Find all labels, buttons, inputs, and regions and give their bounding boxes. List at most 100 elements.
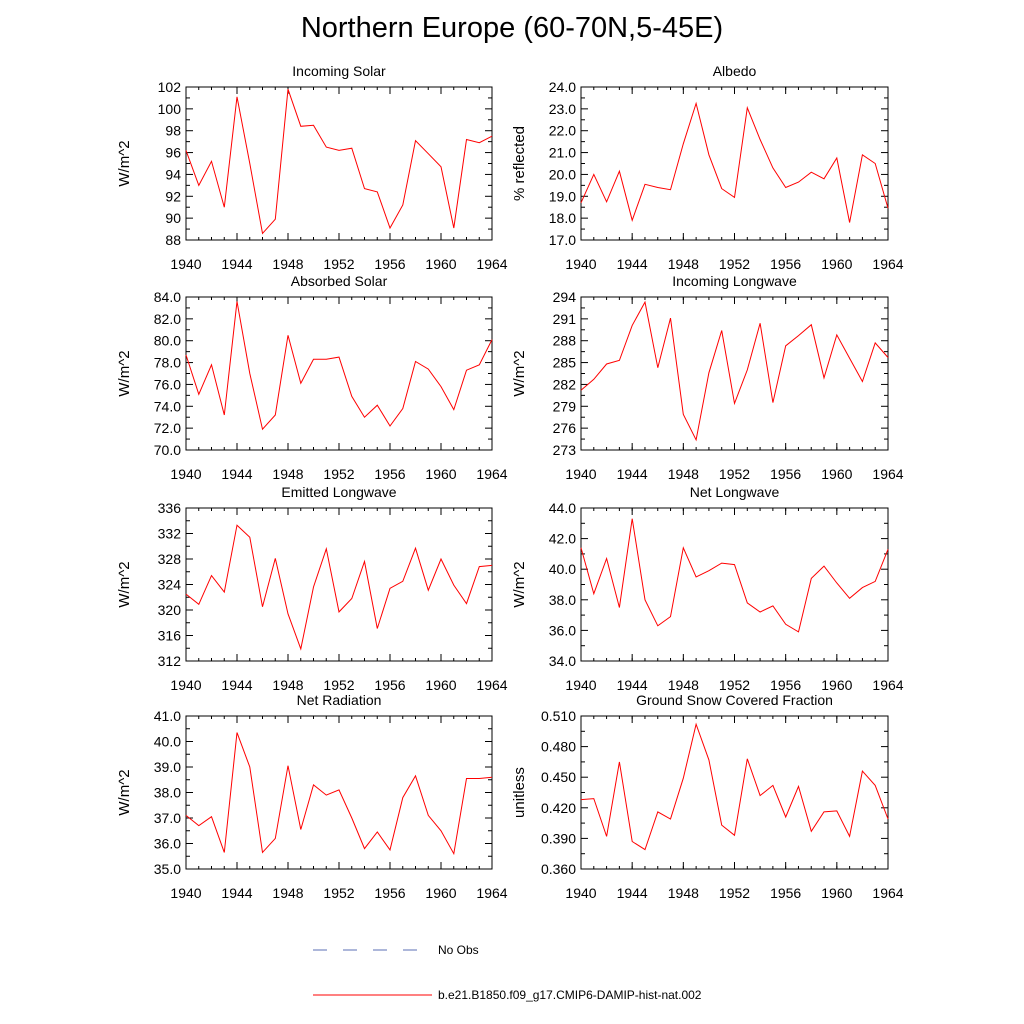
chart-panel-3: 1940 1944 1948 1952 1956 1960 1964 70.0 72.0 74.0… [116,273,508,482]
y-tick-label: 80.0 [154,333,181,349]
series-line [185,89,493,235]
x-tick-label: 1960 [821,885,852,901]
y-tick-label: 74.0 [154,398,181,414]
y-axis-label: W/m^2 [511,350,528,396]
x-tick-label: 1964 [872,677,903,693]
x-tick-label: 1964 [476,677,507,693]
x-tick-label: 1952 [323,885,354,901]
y-tick-label: 328 [158,551,182,567]
panel-title: Incoming Solar [292,63,386,79]
x-tick-label: 1960 [425,885,456,901]
y-axis-label: W/m^2 [116,561,133,607]
x-tick-label: 1964 [476,256,507,272]
y-tick-label: 273 [553,442,577,458]
y-tick-label: 39.0 [154,759,181,775]
x-tick-label: 1944 [221,885,252,901]
x-tick-label: 1956 [374,466,405,482]
plot-frame [580,86,889,241]
chart-panel-2: 1940 1944 1948 1952 1956 1960 1964 17.0 18.0 19.0… [511,63,904,272]
plot-frame [185,715,493,870]
x-tick-label: 1948 [668,256,699,272]
plot-frame [185,86,493,241]
panel-title: Absorbed Solar [291,273,388,289]
x-tick-label: 1948 [668,677,699,693]
y-tick-label: 40.0 [154,734,181,750]
y-tick-label: 88 [165,232,181,248]
y-tick-label: 44.0 [549,500,576,516]
y-tick-label: 324 [158,577,182,593]
y-axis-label: W/m^2 [116,140,133,186]
y-tick-label: 312 [158,653,182,669]
x-tick-label: 1964 [476,466,507,482]
y-tick-label: 38.0 [549,592,576,608]
panel-title: Emitted Longwave [281,484,396,500]
y-tick-label: 36.0 [154,836,181,852]
plot-frame [185,296,493,451]
y-tick-label: 19.0 [549,188,576,204]
x-tick-label: 1952 [323,466,354,482]
y-tick-label: 18.0 [549,210,576,226]
y-tick-label: 100 [158,101,182,117]
x-tick-label: 1948 [272,677,303,693]
y-tick-label: 21.0 [549,145,576,161]
x-tick-label: 1960 [425,677,456,693]
x-tick-label: 1948 [272,885,303,901]
y-tick-label: 96 [165,145,181,161]
panel-title: Net Longwave [690,484,780,500]
series-line [185,524,493,651]
x-tick-label: 1952 [719,256,750,272]
y-axis-label: W/m^2 [116,350,133,396]
chart-panel-4: 1940 1944 1948 1952 1956 1960 1964 273 276 279 282… [511,273,904,482]
x-tick-label: 1960 [821,677,852,693]
panel-title: Albedo [713,63,757,79]
x-tick-label: 1940 [170,885,201,901]
x-tick-label: 1952 [719,677,750,693]
y-tick-label: 41.0 [154,708,181,724]
x-tick-label: 1944 [221,466,252,482]
chart-panel-8: 1940 1944 1948 1952 1956 1960 1964 0.360 0.390 0.… [511,692,904,901]
x-tick-label: 1960 [425,466,456,482]
y-tick-label: 78.0 [154,355,181,371]
x-tick-label: 1940 [170,677,201,693]
y-tick-label: 35.0 [154,861,181,877]
x-tick-label: 1948 [668,885,699,901]
plot-frame [185,507,493,662]
y-tick-label: 94 [165,166,181,182]
y-axis-label: W/m^2 [511,561,528,607]
x-tick-label: 1948 [668,466,699,482]
x-tick-label: 1956 [770,256,801,272]
panel-title: Net Radiation [297,692,382,708]
chart-panel-1: 1940 1944 1948 1952 1956 1960 1964 88 90 92 94 96 98… [116,63,508,272]
y-tick-label: 0.360 [541,861,576,877]
y-axis-label: W/m^2 [116,769,133,815]
y-tick-label: 0.390 [541,830,576,846]
y-tick-label: 320 [158,602,182,618]
y-tick-label: 72.0 [154,420,181,436]
y-tick-label: 38.0 [154,785,181,801]
series-line [580,300,889,442]
y-tick-label: 276 [553,420,577,436]
y-tick-label: 316 [158,628,182,644]
plot-frame [580,296,889,451]
x-tick-label: 1960 [821,466,852,482]
y-tick-label: 0.480 [541,739,576,755]
x-tick-label: 1948 [272,256,303,272]
x-tick-label: 1956 [770,677,801,693]
y-tick-label: 36.0 [549,622,576,638]
y-tick-label: 336 [158,500,182,516]
x-tick-label: 1964 [872,256,903,272]
x-tick-label: 1952 [719,466,750,482]
y-tick-label: 285 [553,355,577,371]
series-line [580,518,889,633]
y-tick-label: 22.0 [549,123,576,139]
y-tick-label: 0.450 [541,769,576,785]
x-tick-label: 1944 [617,466,648,482]
chart-panel-7: 1940 1944 1948 1952 1956 1960 1964 35.0 36.0 37.0… [116,692,508,901]
x-tick-label: 1956 [770,466,801,482]
y-tick-label: 282 [553,376,577,392]
y-tick-label: 294 [553,289,577,305]
y-tick-label: 34.0 [549,653,576,669]
series-line [185,301,493,431]
x-tick-label: 1956 [374,677,405,693]
